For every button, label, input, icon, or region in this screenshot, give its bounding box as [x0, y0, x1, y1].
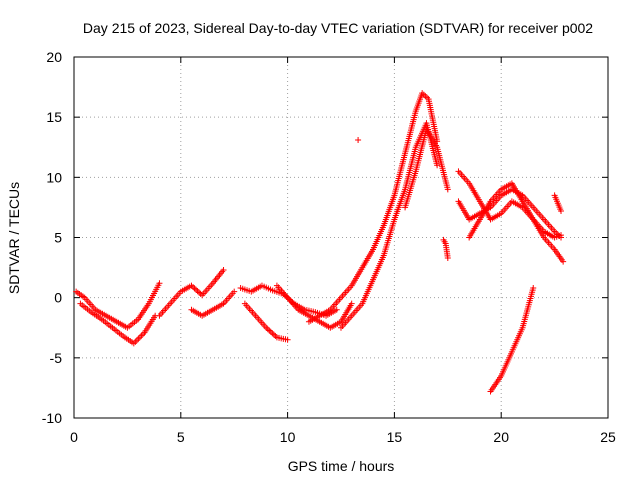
x-tick-label: 15	[387, 429, 403, 445]
data-point-track-o	[558, 208, 565, 215]
data-point-track-c	[190, 284, 197, 291]
data-point-track-b	[136, 334, 143, 341]
data-point-track-j	[444, 186, 451, 193]
data-point-track-f	[266, 327, 273, 334]
data-point-track-f	[284, 336, 291, 343]
chart-title: Day 215 of 2023, Sidereal Day-to-day VTE…	[83, 20, 593, 36]
axis-ticks: 0 5 10 15 20 25 -10 -5 0 5 10 15 20	[42, 49, 616, 445]
data-point-track-g	[348, 300, 355, 307]
y-tick-label: 15	[46, 109, 62, 125]
data-point-track-c	[196, 289, 203, 296]
y-tick-label: 10	[46, 169, 62, 185]
data-point-track-f	[270, 331, 277, 338]
data-marks	[73, 90, 567, 395]
data-point-track-l	[560, 258, 567, 265]
y-tick-label: 0	[54, 290, 62, 306]
y-axis-label: SDTVAR / TECUs	[6, 182, 22, 294]
data-point-track-f	[267, 328, 274, 335]
data-point-track-d	[231, 288, 238, 295]
data-point-track-n	[530, 285, 537, 292]
x-tick-label: 25	[600, 429, 616, 445]
data-point-track-b	[132, 338, 139, 345]
data-point-outlier-2	[444, 254, 451, 261]
data-point-track-c	[194, 288, 201, 295]
x-tick-label: 0	[70, 429, 78, 445]
data-point-outlier-1	[355, 137, 362, 144]
data-point-track-e	[333, 306, 340, 313]
y-tick-label: 20	[46, 49, 62, 65]
data-point-track-b	[138, 332, 145, 339]
x-tick-label: 5	[177, 429, 185, 445]
data-point-track-c	[220, 266, 227, 273]
x-tick-label: 10	[280, 429, 296, 445]
data-point-track-m	[558, 232, 565, 239]
data-point-track-b	[139, 331, 146, 338]
data-point-track-c	[193, 286, 200, 293]
data-point-track-b	[135, 335, 142, 342]
data-point-track-f	[264, 326, 271, 333]
x-axis-label: GPS time / hours	[288, 458, 395, 474]
x-tick-label: 20	[493, 429, 509, 445]
data-point-track-f	[269, 330, 276, 337]
y-tick-label: 5	[54, 230, 62, 246]
y-tick-label: -5	[50, 350, 63, 366]
grid	[74, 57, 608, 418]
data-point-track-a	[156, 280, 163, 287]
y-tick-label: -10	[42, 410, 62, 426]
data-point-track-i	[434, 162, 441, 169]
